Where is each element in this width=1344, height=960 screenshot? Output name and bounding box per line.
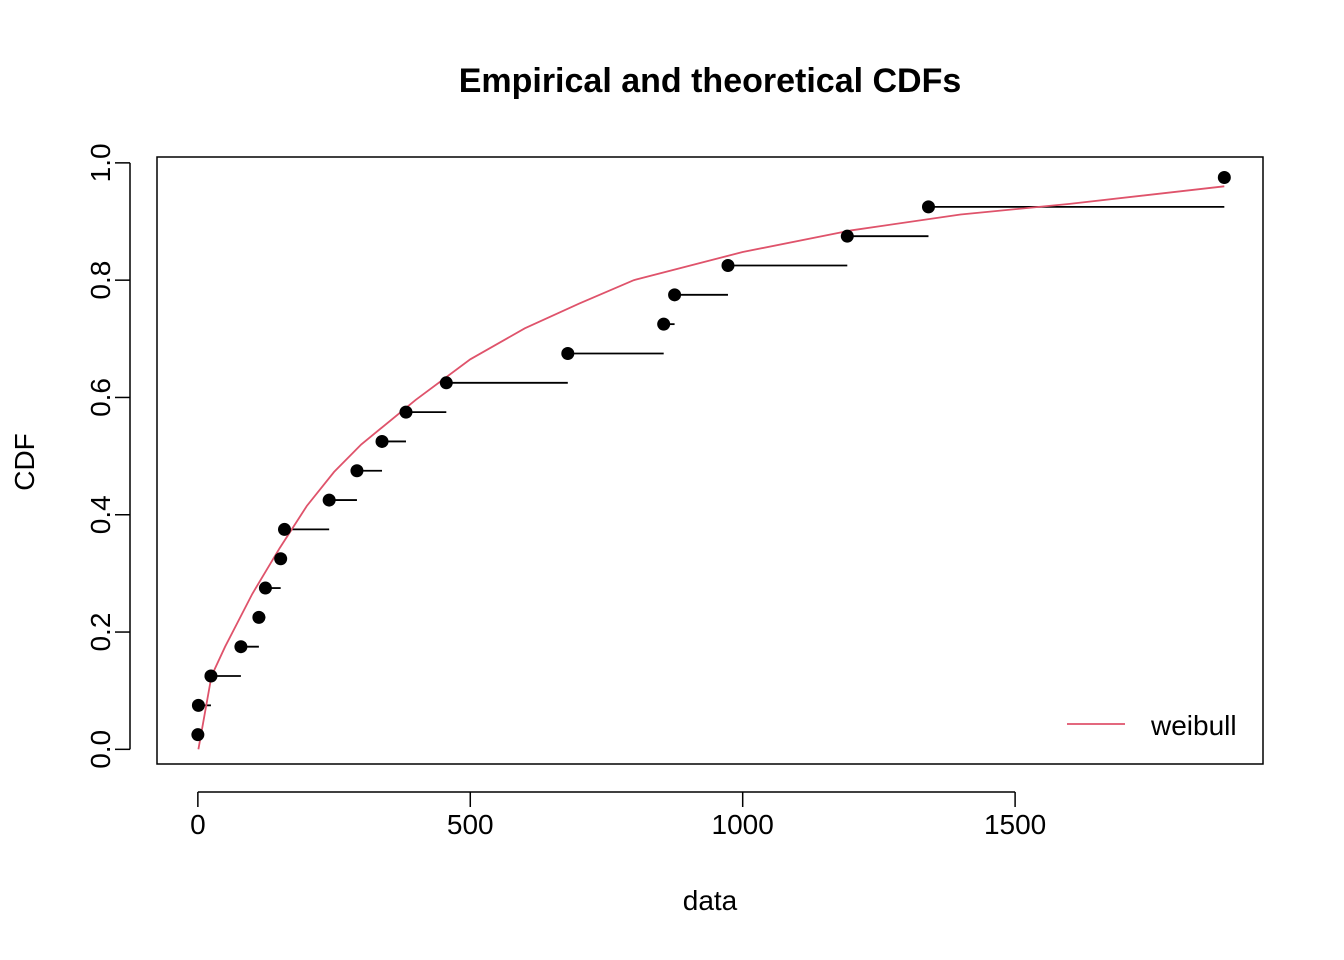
empirical-point: [721, 258, 735, 272]
y-tick-label: 0.6: [85, 378, 116, 417]
empirical-point: [375, 434, 389, 448]
y-tick-label: 0.0: [85, 730, 116, 769]
chart-title: Empirical and theoretical CDFs: [459, 62, 962, 100]
x-axis: 0 500 1000 1500: [190, 791, 1046, 840]
empirical-point: [921, 200, 935, 214]
x-tick-label: 1000: [712, 809, 774, 840]
empirical-point: [252, 610, 266, 624]
empirical-point: [258, 581, 272, 595]
y-axis: 0.0 0.2 0.4 0.6 0.8 1.0: [85, 143, 131, 769]
x-tick-label: 500: [447, 809, 494, 840]
plot-frame: [156, 156, 1264, 765]
legend: weibull: [1067, 710, 1237, 741]
empirical-point: [561, 346, 575, 360]
empirical-point: [191, 698, 205, 712]
empirical-point: [274, 552, 288, 566]
y-tick-label: 1.0: [85, 143, 116, 182]
empirical-point: [204, 669, 218, 683]
empirical-point: [1217, 171, 1231, 185]
y-tick-label: 0.2: [85, 613, 116, 652]
legend-label-weibull: weibull: [1150, 710, 1237, 741]
empirical-point: [234, 640, 248, 654]
empirical-points: [191, 171, 1231, 742]
x-axis-label: data: [683, 885, 738, 916]
empirical-point: [322, 493, 336, 507]
empirical-point: [399, 405, 413, 419]
y-axis-label: CDF: [9, 433, 40, 491]
empirical-point: [191, 728, 205, 742]
y-tick-label: 0.8: [85, 261, 116, 300]
empirical-point: [657, 317, 671, 331]
y-tick-label: 0.4: [85, 495, 116, 534]
empirical-point: [668, 288, 682, 302]
empirical-point: [840, 229, 854, 243]
empirical-point: [277, 522, 291, 536]
empirical-point: [439, 376, 453, 390]
x-tick-label: 1500: [984, 809, 1046, 840]
empirical-point: [350, 464, 364, 478]
x-tick-label: 0: [190, 809, 206, 840]
